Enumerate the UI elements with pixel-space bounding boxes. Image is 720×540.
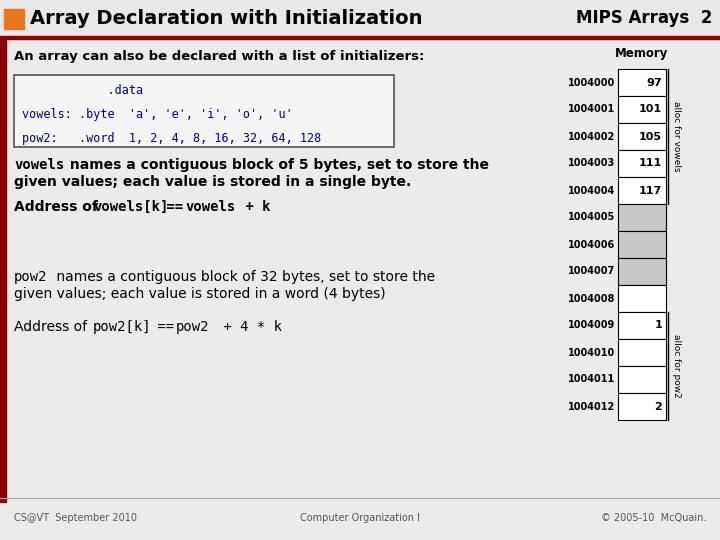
Text: An array can also be declared with a list of initializers:: An array can also be declared with a lis…	[14, 50, 424, 63]
Bar	[618, 312, 666, 339]
Text: + k: + k	[237, 200, 271, 214]
Text: 1004001: 1004001	[568, 105, 615, 114]
Text: vowels: .byte  'a', 'e', 'i', 'o', 'u': vowels: .byte 'a', 'e', 'i', 'o', 'u'	[22, 108, 293, 121]
Text: given values; each value is stored in a single byte.: given values; each value is stored in a …	[14, 175, 411, 189]
Bar	[618, 177, 666, 204]
Bar	[618, 366, 666, 393]
Text: ==: ==	[149, 320, 182, 334]
Text: + 4 * k: + 4 * k	[215, 320, 282, 334]
Text: names a contiguous block of 5 bytes, set to store the: names a contiguous block of 5 bytes, set…	[65, 158, 489, 172]
Bar	[618, 123, 666, 150]
Text: 1004006: 1004006	[568, 240, 615, 249]
Text: pow2:   .word  1, 2, 4, 8, 16, 32, 64, 128: pow2: .word 1, 2, 4, 8, 16, 32, 64, 128	[22, 132, 321, 145]
Text: 105: 105	[639, 132, 662, 141]
Text: 1004000: 1004000	[568, 78, 615, 87]
Text: 2: 2	[654, 402, 662, 411]
Bar	[0, 0, 720, 36]
Bar	[618, 393, 666, 420]
Text: Computer Organization I: Computer Organization I	[300, 513, 420, 523]
Text: vowels[k]: vowels[k]	[93, 200, 168, 214]
Text: 1004004: 1004004	[568, 186, 615, 195]
Text: pow2[k]: pow2[k]	[93, 320, 152, 334]
Bar	[618, 69, 666, 96]
Bar	[618, 96, 666, 123]
Text: 117: 117	[639, 186, 662, 195]
Text: 1004009: 1004009	[568, 321, 615, 330]
Text: 1004008: 1004008	[567, 294, 615, 303]
Bar	[618, 339, 666, 366]
Text: 1004010: 1004010	[568, 348, 615, 357]
Text: 1004005: 1004005	[568, 213, 615, 222]
Text: given values; each value is stored in a word (4 bytes): given values; each value is stored in a …	[14, 287, 386, 301]
Text: 1004002: 1004002	[568, 132, 615, 141]
Text: MIPS Arrays  2: MIPS Arrays 2	[575, 9, 712, 27]
Text: 1004003: 1004003	[568, 159, 615, 168]
Text: pow2: pow2	[14, 270, 48, 284]
Text: ==: ==	[158, 200, 192, 214]
Text: alloc for pow2: alloc for pow2	[672, 334, 680, 398]
Text: Array Declaration with Initialization: Array Declaration with Initialization	[30, 9, 423, 28]
Text: names a contiguous block of 32 bytes, set to store the: names a contiguous block of 32 bytes, se…	[52, 270, 435, 284]
Bar	[4, 9, 24, 29]
Text: .data: .data	[22, 84, 143, 97]
Text: 1004007: 1004007	[568, 267, 615, 276]
Bar	[618, 231, 666, 258]
Text: 97: 97	[647, 78, 662, 87]
Bar	[0, 36, 720, 39]
Text: pow2: pow2	[176, 320, 210, 334]
Bar	[0, 39, 6, 502]
Text: Memory: Memory	[616, 46, 669, 59]
Text: Address of: Address of	[14, 200, 103, 214]
Text: vowels: vowels	[14, 158, 64, 172]
Text: 1004011: 1004011	[568, 375, 615, 384]
Text: 101: 101	[639, 105, 662, 114]
Bar	[618, 285, 666, 312]
Text: 1: 1	[654, 321, 662, 330]
Text: © 2005-10  McQuain.: © 2005-10 McQuain.	[600, 513, 706, 523]
Text: 1004012: 1004012	[568, 402, 615, 411]
Bar	[618, 204, 666, 231]
Text: alloc for vowels: alloc for vowels	[672, 101, 680, 172]
Text: 111: 111	[639, 159, 662, 168]
Bar	[14, 75, 394, 147]
Bar	[618, 150, 666, 177]
Text: vowels: vowels	[185, 200, 235, 214]
Bar	[618, 258, 666, 285]
Text: Address of: Address of	[14, 320, 91, 334]
Text: CS@VT  September 2010: CS@VT September 2010	[14, 513, 137, 523]
